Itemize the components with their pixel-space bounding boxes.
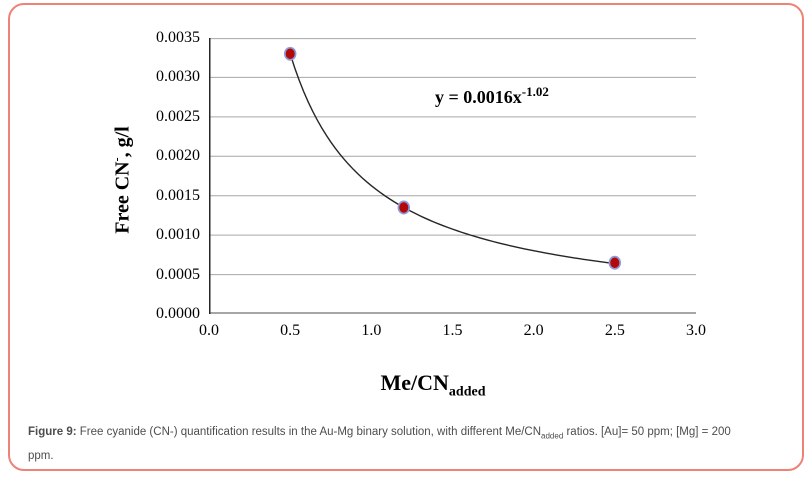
y-axis-title: Free CN-, g/l [110,126,135,234]
data-point [608,255,622,270]
x-tick-label: 1.0 [361,322,382,339]
y-tick-label: 0.0035 [156,29,200,46]
caption-line-1: Figure 9: Free cyanide (CN-) quantificat… [28,422,796,446]
x-axis-title: Me/CNadded [381,370,486,400]
y-tick-label: 0.0030 [156,68,200,86]
x-tick-label: 0.5 [280,322,301,339]
data-point [397,200,411,215]
y-tick-label: 0.0015 [156,186,200,204]
y-tick-label: 0.0020 [156,147,200,165]
plot-svg [209,38,696,314]
x-axis-title-subscript: added [448,384,486,400]
x-tick-label: 2.5 [604,322,625,339]
x-tick-label: 3.0 [686,322,706,339]
x-tick-label: 1.5 [442,322,463,339]
caption-text-post: ratios. [Au]= 50 ppm; [Mg] = 200 [563,426,731,438]
x-axis-title-text: Me/CN [380,370,449,395]
equation-text: y = 0.0016x [435,87,522,107]
equation-label: y = 0.0016x-1.02 [435,84,549,108]
caption-text-pre: Free cyanide (CN-) quantification result… [76,426,542,438]
y-tick-label: 0.0000 [156,305,200,322]
y-tick-label: 0.0005 [156,265,200,283]
equation-exponent: -1.02 [521,84,549,99]
figure-card [8,3,804,471]
data-point [283,46,297,61]
caption-line-2: ppm. [28,450,54,463]
y-tick-label: 0.0010 [156,226,200,244]
y-tick-label: 0.0025 [156,107,200,125]
x-tick-label: 0.0 [199,322,219,339]
caption-subscript: added [541,431,564,441]
trendline-curve [289,53,615,265]
caption-figure-label: Figure 9: [28,426,77,438]
plot-area [209,38,696,314]
x-tick-label: 2.0 [523,322,544,339]
figure-caption: Figure 9: Free cyanide (CN-) quantificat… [28,422,796,466]
